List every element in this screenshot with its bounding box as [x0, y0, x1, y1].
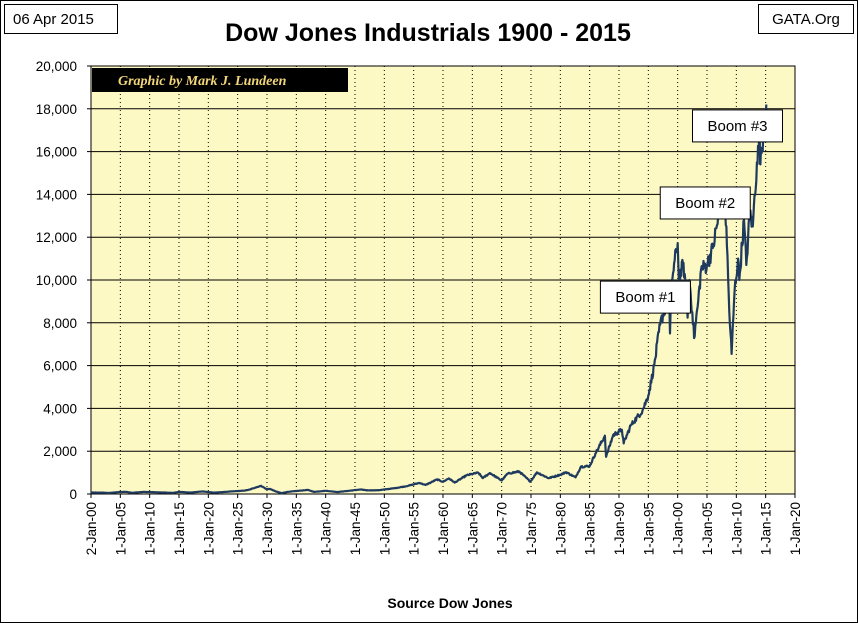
x-tick-label: 1-Jan-25	[231, 502, 246, 555]
y-tick-label: 10,000	[36, 273, 77, 288]
x-tick-label: 1-Jan-30	[260, 502, 275, 555]
x-tick-label: 1-Jan-50	[377, 502, 392, 555]
y-axis: 0 2,000 4,000 6,000 8,000 10,000 12,000 14,000 1…	[36, 59, 91, 502]
x-tick-label: 1-Jan-45	[348, 502, 363, 555]
x-tick-label: 1-Jan-05	[113, 502, 128, 555]
chart-title: Dow Jones Industrials 1900 - 2015	[225, 19, 631, 47]
x-tick-label: 1-Jan-75	[524, 502, 539, 555]
x-tick-label: 1-Jan-90	[612, 502, 627, 555]
source-site-label: GATA.Org	[758, 4, 854, 34]
data-series	[90, 104, 768, 495]
annotation-label: Boom #3	[707, 118, 767, 135]
y-tick-label: 16,000	[36, 145, 77, 160]
x-tick-label: 1-Jan-95	[641, 502, 656, 555]
x-tick-label: 1-Jan-40	[319, 502, 334, 555]
x-tick-label: 1-Jan-60	[436, 502, 451, 555]
y-tick-label: 6,000	[43, 359, 77, 374]
gridlines	[91, 66, 795, 494]
y-tick-label: 2,000	[43, 444, 77, 459]
x-tick-label: 2-Jan-00	[84, 502, 99, 555]
x-tick-label: 1-Jan-35	[289, 502, 304, 555]
x-tick-label: 1-Jan-85	[583, 502, 598, 555]
x-tick-label: 1-Jan-15	[759, 502, 774, 555]
x-axis: 2-Jan-00 1-Jan-05 1-Jan-10 1-Jan-15 1-Jan-20…	[84, 494, 803, 555]
date-label: 06 Apr 2015	[4, 4, 118, 34]
y-tick-label: 4,000	[43, 401, 77, 416]
y-tick-label: 18,000	[36, 102, 77, 117]
x-tick-label: 1-Jan-15	[172, 502, 187, 555]
annotation-box	[599, 280, 691, 314]
x-tick-label: 1-Jan-20	[788, 502, 803, 555]
x-tick-label: 1-Jan-80	[553, 502, 568, 555]
x-tick-label: 1-Jan-10	[143, 502, 158, 555]
x-tick-label: 1-Jan-55	[407, 502, 422, 555]
y-tick-label: 8,000	[43, 316, 77, 331]
x-tick-label: 1-Jan-00	[671, 502, 686, 555]
annotation-box	[659, 186, 751, 220]
x-axis-title: Source Dow Jones	[387, 595, 512, 611]
credit-badge: Graphic by Mark J. Lundeen	[92, 68, 348, 92]
credit-background	[92, 68, 348, 92]
x-tick-label: 1-Jan-70	[495, 502, 510, 555]
credit-text: Graphic by Mark J. Lundeen	[118, 74, 287, 89]
y-tick-label: 14,000	[36, 187, 77, 202]
x-tick-label: 1-Jan-05	[700, 502, 715, 555]
y-tick-label: 0	[69, 487, 77, 502]
annotations: Boom #1 Boom #2 Boom #3	[599, 109, 784, 314]
annotation-label: Boom #2	[675, 195, 735, 212]
x-tick-label: 1-Jan-20	[201, 502, 216, 555]
x-tick-label: 1-Jan-65	[465, 502, 480, 555]
y-tick-label: 20,000	[36, 59, 77, 74]
x-tick-label: 1-Jan-10	[729, 502, 744, 555]
dow-series-line	[90, 104, 768, 495]
annotation-label: Boom #1	[615, 289, 675, 306]
y-tick-label: 12,000	[36, 230, 77, 245]
annotation-box	[692, 109, 784, 143]
